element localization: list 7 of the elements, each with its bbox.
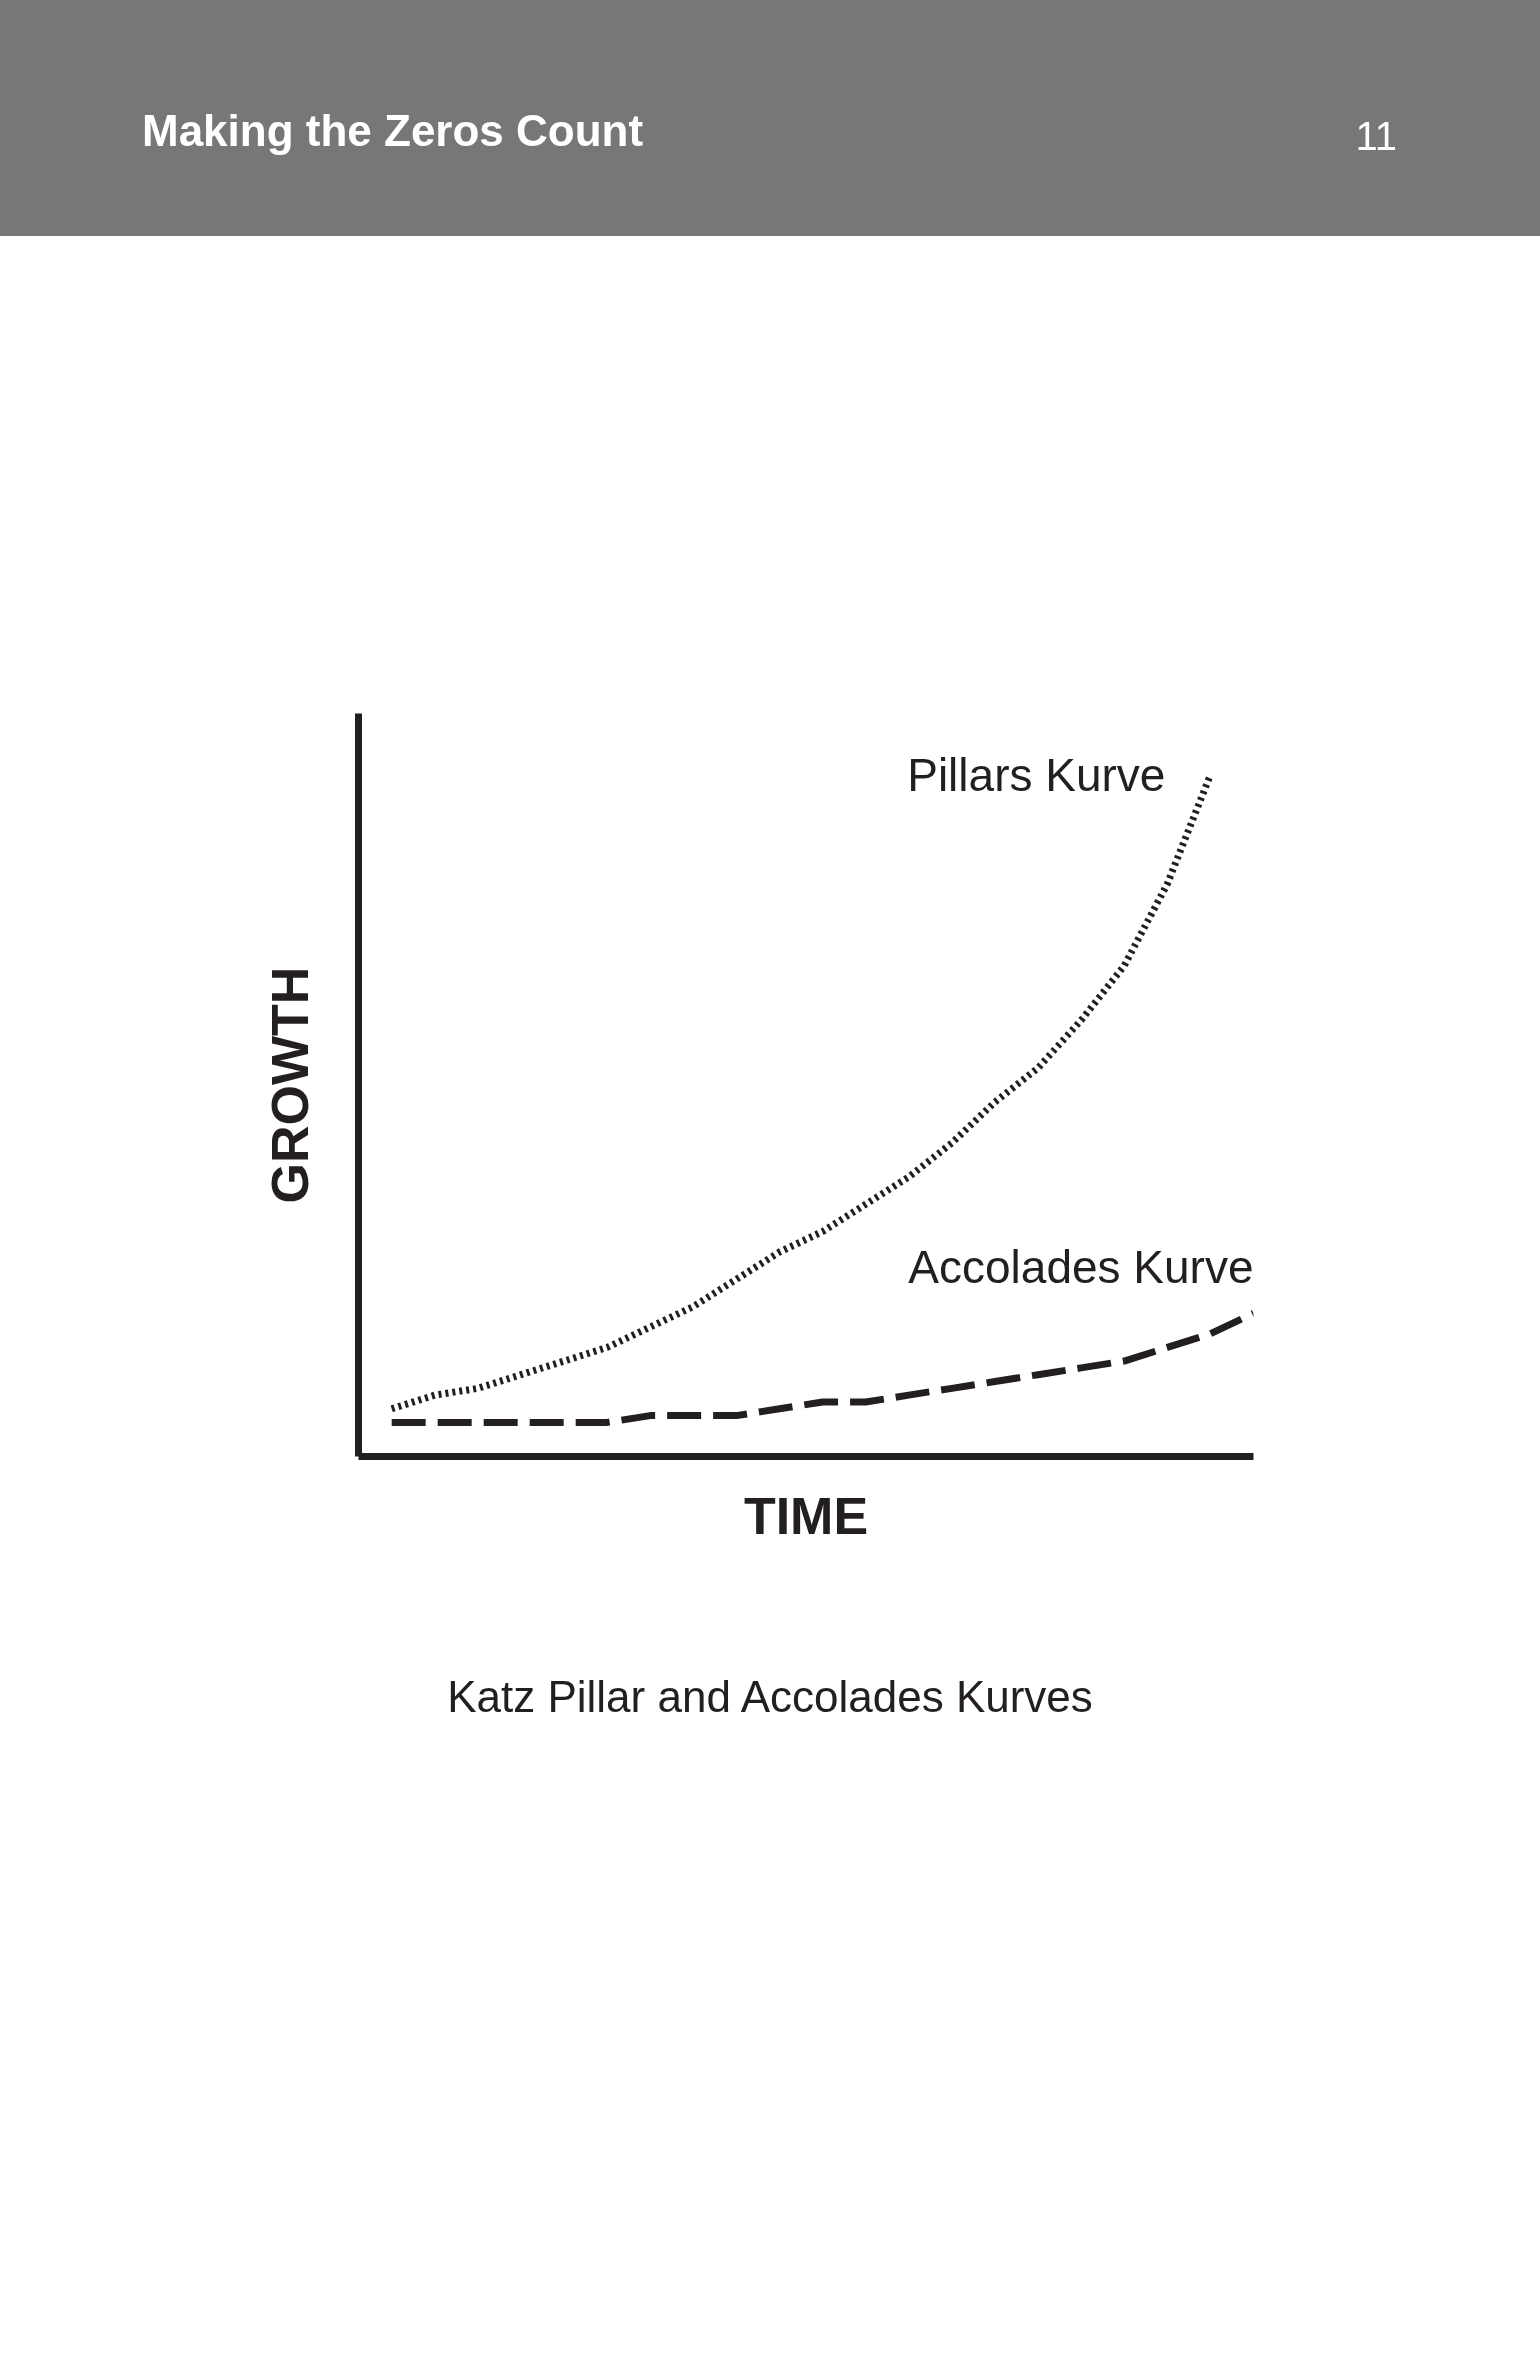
y-axis-title: GROWTH bbox=[260, 966, 319, 1204]
text: 11 bbox=[1355, 113, 1397, 160]
series-label: Pillars Kurve bbox=[907, 748, 1166, 801]
text: Making the Zeros Count bbox=[142, 105, 644, 157]
x-axis-title: TIME bbox=[743, 1486, 869, 1545]
text: Katz Pillar and Accolades Kurves bbox=[446, 1671, 1094, 1723]
series-label: Accolades Kurve bbox=[908, 1241, 1254, 1294]
